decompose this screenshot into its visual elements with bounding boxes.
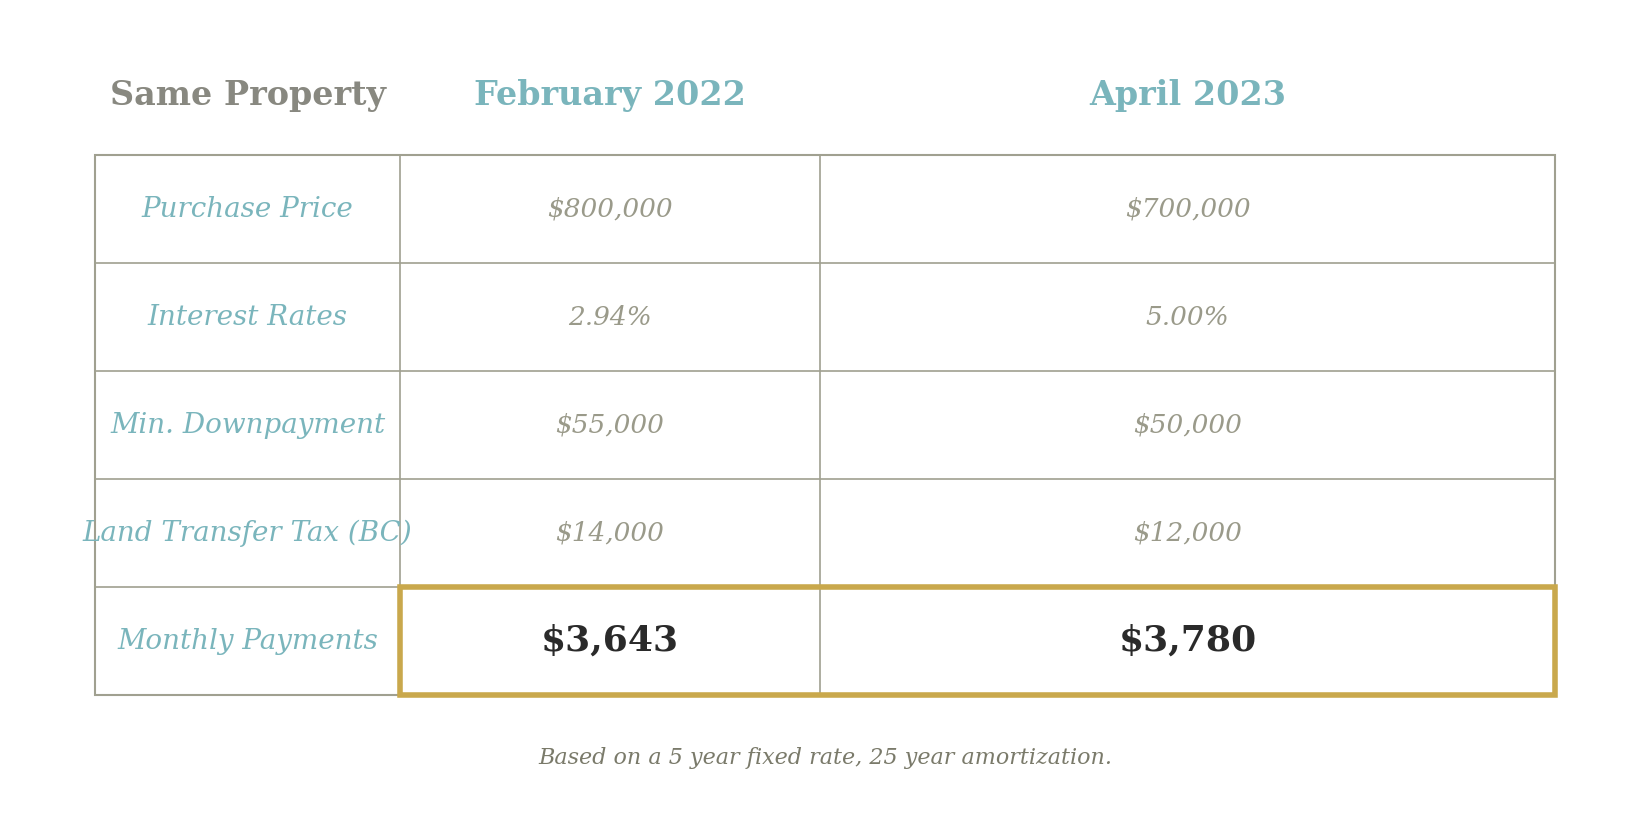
- Text: $3,780: $3,780: [1119, 624, 1257, 658]
- Text: Purchase Price: Purchase Price: [142, 196, 353, 223]
- Text: 2.94%: 2.94%: [568, 304, 652, 330]
- Text: Based on a 5 year fixed rate, 25 year amortization.: Based on a 5 year fixed rate, 25 year am…: [538, 747, 1112, 769]
- Text: 5.00%: 5.00%: [1145, 304, 1229, 330]
- Text: $14,000: $14,000: [556, 520, 665, 546]
- Text: Min. Downpayment: Min. Downpayment: [111, 412, 384, 438]
- Text: Monthly Payments: Monthly Payments: [117, 627, 378, 654]
- Text: $12,000: $12,000: [1134, 520, 1242, 546]
- Text: Same Property: Same Property: [109, 78, 386, 112]
- Text: $800,000: $800,000: [548, 196, 673, 221]
- Text: $3,643: $3,643: [541, 624, 680, 658]
- Bar: [96, 155, 1554, 695]
- Text: $50,000: $50,000: [1134, 413, 1242, 437]
- Text: $700,000: $700,000: [1125, 196, 1251, 221]
- Text: Land Transfer Tax (BC): Land Transfer Tax (BC): [82, 520, 412, 547]
- Bar: [399, 587, 1554, 695]
- Text: April 2023: April 2023: [1089, 78, 1285, 112]
- Text: $55,000: $55,000: [556, 413, 665, 437]
- Text: Interest Rates: Interest Rates: [147, 303, 348, 330]
- Text: February 2022: February 2022: [474, 78, 746, 112]
